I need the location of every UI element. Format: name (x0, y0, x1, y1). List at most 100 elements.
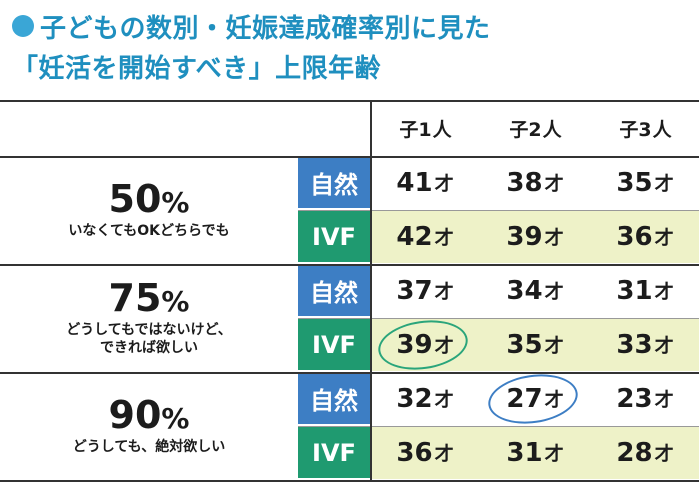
age-value-cell: 35 才 (590, 157, 699, 208)
percent-sign: % (161, 284, 190, 318)
percent-sign: % (161, 185, 190, 219)
age-unit: 才 (434, 173, 454, 195)
age-number: 36 (396, 437, 433, 468)
age-value-cell: 42 才 (370, 211, 480, 262)
column-header-number: 子1 (399, 118, 432, 141)
method-label-ivf: IVF (298, 427, 370, 478)
age-number: 39 (396, 329, 433, 360)
age-value-cell: 39 才 (480, 211, 590, 262)
age-unit: 才 (434, 443, 454, 465)
age-value-cell: 31 才 (590, 265, 699, 316)
grid-line-horizontal (0, 156, 699, 158)
probability-percent: 50% (109, 180, 190, 218)
age-unit: 才 (434, 389, 454, 411)
age-value-cell: 34 才 (480, 265, 590, 316)
age-number: 34 (506, 275, 543, 306)
age-value-cell: 41 才 (370, 157, 480, 208)
method-label-natural: 自然 (298, 265, 370, 316)
grid-line-row-divider (298, 426, 699, 427)
age-number: 35 (616, 167, 653, 198)
bullet-icon (12, 15, 34, 37)
age-value-cell: 35 才 (480, 319, 590, 370)
age-value-cell: 36 才 (370, 427, 480, 478)
column-header-number: 子2 (509, 118, 542, 141)
age-unit: 才 (654, 389, 674, 411)
column-header-unit: 人 (542, 118, 562, 141)
grid-line-horizontal (0, 372, 699, 374)
title-text-1: 子どもの数別・妊娠達成確率別に見た (40, 13, 491, 44)
age-number: 31 (616, 275, 653, 306)
grid-line-row-divider (298, 210, 699, 211)
age-number: 41 (396, 167, 433, 198)
description-line: できれば欲しい (100, 340, 198, 356)
age-value-cell: 36 才 (590, 211, 699, 262)
age-unit: 才 (434, 281, 454, 303)
grid-line-horizontal (0, 264, 699, 266)
age-number: 23 (616, 383, 653, 414)
age-number: 28 (616, 437, 653, 468)
age-number: 32 (396, 383, 433, 414)
age-number: 27 (506, 383, 543, 414)
method-label-ivf: IVF (298, 319, 370, 370)
age-value-cell: 28 才 (590, 427, 699, 478)
grid-line-horizontal (0, 480, 699, 482)
age-number: 36 (616, 221, 653, 252)
ivf-row-background (370, 211, 699, 263)
method-label-ivf: IVF (298, 211, 370, 262)
description-line: いなくてもOKどちらでも (68, 222, 230, 239)
method-label-natural: 自然 (298, 157, 370, 208)
percent-sign: % (161, 401, 190, 435)
age-unit: 才 (654, 443, 674, 465)
age-unit: 才 (544, 335, 564, 357)
column-header-3: 子3 人 (590, 100, 699, 156)
age-number: 37 (396, 275, 433, 306)
title-text-2: 「妊活を開始すべき」上限年齢 (12, 53, 382, 84)
percent-value: 75 (108, 275, 162, 320)
probability-group-label: 75% どうしてもではないけど、 できれば欲しい (0, 264, 298, 372)
age-value-cell: 27 才 (480, 373, 590, 424)
age-value-cell: 23 才 (590, 373, 699, 424)
title-line-2: 「妊活を開始すべき」上限年齢 (12, 46, 491, 86)
age-value-cell: 39 才 (370, 319, 480, 370)
percent-value: 90 (108, 392, 162, 437)
probability-description: いなくてもOKどちらでも (68, 222, 229, 240)
age-number: 35 (506, 329, 543, 360)
column-header-unit: 人 (432, 118, 452, 141)
age-unit: 才 (544, 227, 564, 249)
age-value-cell: 33 才 (590, 319, 699, 370)
probability-description: どうしてもではないけど、 できれば欲しい (66, 321, 232, 357)
title-line-1: 子どもの数別・妊娠達成確率別に見た (12, 6, 491, 46)
age-unit: 才 (434, 227, 454, 249)
age-unit: 才 (654, 227, 674, 249)
age-number: 33 (616, 329, 653, 360)
age-unit: 才 (544, 281, 564, 303)
age-number: 42 (396, 221, 433, 252)
age-unit: 才 (544, 173, 564, 195)
grid-line-horizontal (0, 100, 699, 102)
ivf-row-background (370, 427, 699, 479)
probability-description: どうしても、絶対欲しい (73, 438, 225, 456)
age-number: 39 (506, 221, 543, 252)
column-header-number: 子3 (619, 118, 652, 141)
probability-group-label: 50% いなくてもOKどちらでも (0, 156, 298, 264)
age-unit: 才 (544, 443, 564, 465)
age-value-cell: 38 才 (480, 157, 590, 208)
grid-line-row-divider (298, 318, 699, 319)
age-unit: 才 (654, 173, 674, 195)
column-header-unit: 人 (652, 118, 672, 141)
age-number: 38 (506, 167, 543, 198)
age-unit: 才 (434, 335, 454, 357)
method-label-natural: 自然 (298, 373, 370, 424)
age-number: 31 (506, 437, 543, 468)
ivf-row-background (370, 319, 699, 371)
age-unit: 才 (654, 281, 674, 303)
age-value-cell: 37 才 (370, 265, 480, 316)
column-header-2: 子2 人 (480, 100, 590, 156)
description-line: どうしてもではないけど、 (66, 321, 232, 338)
description-line: どうしても、絶対欲しい (72, 438, 226, 455)
age-unit: 才 (654, 335, 674, 357)
age-value-cell: 32 才 (370, 373, 480, 424)
percent-value: 50 (108, 176, 162, 221)
age-value-cell: 31 才 (480, 427, 590, 478)
page-title: 子どもの数別・妊娠達成確率別に見た 「妊活を開始すべき」上限年齢 (12, 6, 491, 86)
